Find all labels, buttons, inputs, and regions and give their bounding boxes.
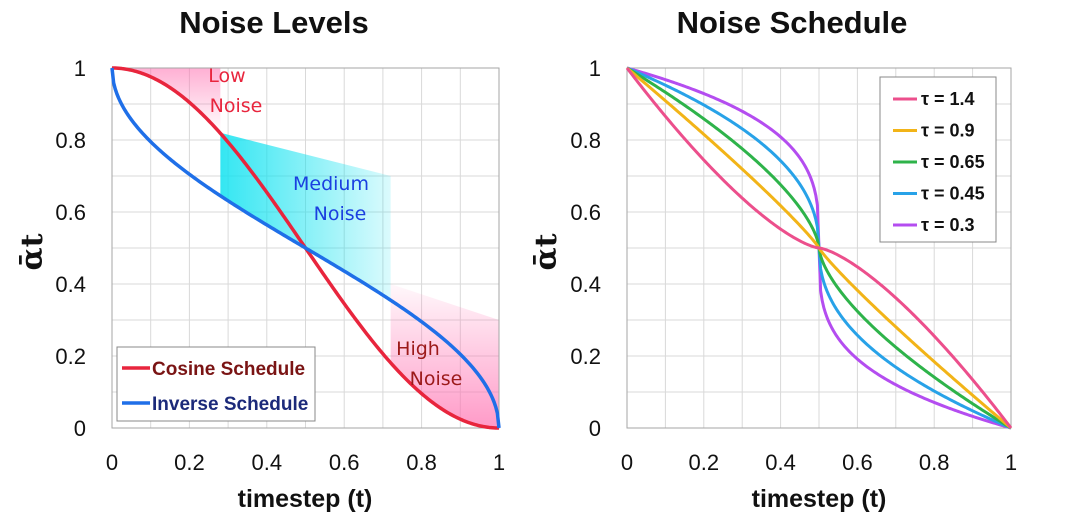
series-lines — [110, 66, 501, 430]
legend-label: τ = 1.4 — [921, 89, 975, 109]
x-tick-label: 0.4 — [252, 450, 283, 475]
y-tick-label: 0.2 — [570, 344, 601, 369]
y-tick-label: 0.8 — [55, 128, 86, 153]
x-tick-label: 0 — [106, 450, 118, 475]
x-tick-label: 1 — [1005, 450, 1017, 475]
x-tick-label: 1 — [493, 450, 505, 475]
annotation-low-line2: Noise — [210, 95, 263, 117]
x-tick-label: 0.2 — [689, 450, 720, 475]
series-line-tau-1-4 — [625, 67, 1013, 429]
y-tick-labels: 0 0.2 0.4 0.6 0.8 1 — [570, 56, 601, 441]
legend-label: τ = 0.65 — [921, 152, 985, 172]
x-tick-labels: 0 0.2 0.4 0.6 0.8 1 — [106, 450, 505, 475]
y-tick-label: 1 — [589, 56, 601, 81]
y-tick-label: 0.6 — [570, 200, 601, 225]
plot-border — [626, 67, 1012, 429]
y-tick-label: 0.8 — [570, 128, 601, 153]
legend-label: τ = 0.45 — [921, 184, 985, 204]
x-tick-label: 0.2 — [174, 450, 205, 475]
panel-noise-schedule: Noise Schedule 0 0.2 0.4 0.6 0.8 1 0 0.2 0.4 0.6… — [529, 5, 1017, 513]
series-lines — [625, 66, 1013, 430]
legend-label: τ = 0.9 — [921, 121, 975, 141]
y-tick-label: 0 — [589, 416, 601, 441]
x-tick-label: 0.6 — [842, 450, 873, 475]
annotation-medium-line1: Medium — [293, 173, 369, 195]
y-tick-labels: 0 0.2 0.4 0.6 0.8 1 — [55, 56, 86, 441]
plot-border — [111, 67, 500, 429]
y-tick-label: 0.4 — [570, 272, 601, 297]
annotation-high-line2: Noise — [410, 368, 463, 390]
legend-label-cosine: Cosine Schedule — [152, 359, 305, 380]
annotation-high-line1: High — [396, 338, 440, 360]
x-tick-labels: 0 0.2 0.4 0.6 0.8 1 — [621, 450, 1017, 475]
low-noise-region — [112, 68, 221, 134]
annotation-medium-line2: Noise — [314, 203, 367, 225]
y-tick-label: 0.2 — [55, 344, 86, 369]
legend: τ = 1.4 τ = 0.9 τ = 0.65 τ = 0.45 τ = 0.3 — [879, 76, 997, 243]
x-axis-label: timestep (t) — [752, 485, 887, 513]
y-axis-label: ᾱt — [15, 233, 50, 270]
series-line-inverse — [110, 67, 501, 429]
y-tick-label: 1 — [74, 56, 86, 81]
x-axis-label: timestep (t) — [238, 485, 373, 513]
y-tick-label: 0.4 — [55, 272, 86, 297]
legend-label: τ = 0.3 — [921, 215, 975, 235]
x-tick-label: 0.8 — [919, 450, 950, 475]
y-tick-label: 0 — [74, 416, 86, 441]
y-axis-label: ᾱt — [529, 233, 564, 270]
y-tick-label: 0.6 — [55, 200, 86, 225]
legend-label-inverse: Inverse Schedule — [152, 394, 308, 415]
x-tick-label: 0.6 — [329, 450, 360, 475]
x-tick-label: 0.4 — [765, 450, 796, 475]
legend: Cosine Schedule Inverse Schedule — [116, 346, 316, 422]
chart-title: Noise Schedule — [677, 5, 908, 40]
legend-box — [116, 346, 316, 422]
legend-box — [879, 76, 997, 243]
annotation-low-line1: Low — [208, 65, 245, 87]
chart-title: Noise Levels — [179, 5, 369, 40]
x-tick-label: 0 — [621, 450, 633, 475]
panel-noise-levels: Noise Levels 0 0.2 0.4 0.6 0.8 1 0 0.2 0.4 0.6 0.… — [15, 5, 505, 513]
medium-noise-region — [220, 132, 391, 301]
x-tick-label: 0.8 — [406, 450, 437, 475]
